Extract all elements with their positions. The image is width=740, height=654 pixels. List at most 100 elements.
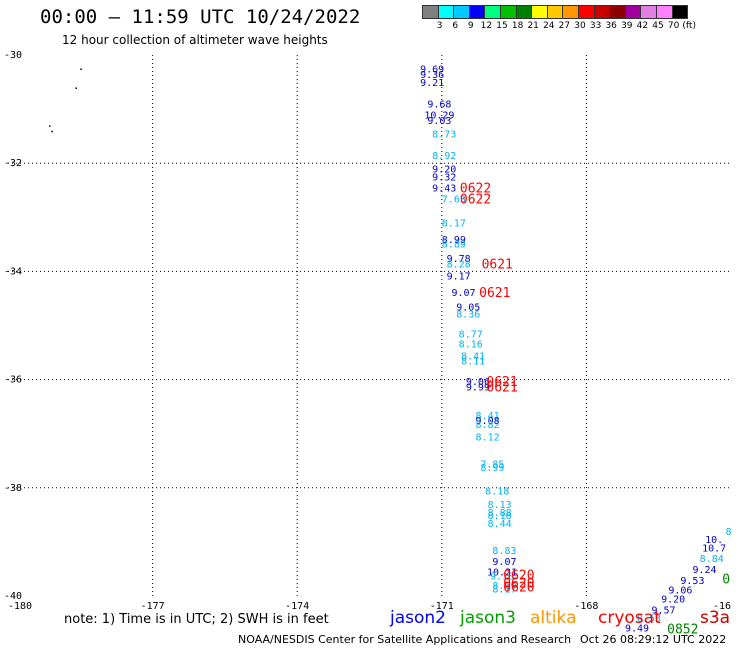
- y-tick-label: -40: [4, 591, 22, 602]
- wave-height-label: 8.36: [456, 310, 480, 321]
- x-tick-label: -16: [713, 601, 731, 612]
- wave-height-label: 8.11: [461, 357, 485, 368]
- colorbar-label: 33: [589, 21, 602, 31]
- x-tick-label: -180: [8, 601, 32, 612]
- chart-title: 00:00 – 11:59 UTC 10/24/2022: [40, 6, 361, 28]
- colorbar-cell: [655, 5, 673, 19]
- time-label: 0622: [460, 192, 491, 207]
- wave-height-label: 9.07: [451, 288, 475, 299]
- wave-height-label: 9.68: [427, 100, 451, 111]
- time-label: 0: [722, 573, 730, 588]
- colorbar-cell: [593, 5, 611, 19]
- wave-height-label: 8.12: [476, 432, 500, 443]
- colorbar-label: 6: [452, 21, 459, 31]
- colorbar-label: 24: [543, 21, 555, 31]
- time-label: 0621: [486, 375, 517, 390]
- wave-height-label: 9.20: [432, 165, 456, 176]
- satellite-legend-cryosat: cryosat: [598, 608, 661, 628]
- colorbar-cell: [484, 5, 501, 19]
- x-tick-label: -171: [430, 601, 454, 612]
- wave-height-label: 8.83: [492, 546, 516, 557]
- wave-height-label: 9.49: [625, 623, 649, 634]
- wave-height-label: 8.99: [480, 463, 504, 474]
- colorbar-label: 3: [436, 21, 443, 31]
- wave-height-label: 9.07: [492, 557, 516, 568]
- land-dot: [80, 68, 82, 71]
- colorbar-cell: [562, 5, 579, 19]
- time-label: 0620: [503, 576, 534, 591]
- wave-height-label: 9.57: [651, 606, 675, 617]
- wave-height-label: 8.16: [488, 511, 512, 522]
- land-dot: [48, 125, 51, 127]
- wave-height-label: 8.53: [637, 614, 661, 625]
- footer-timestamp: Oct 26 08:29:12 UTC 2022: [580, 633, 727, 646]
- wave-height-label: 9.24: [692, 565, 716, 576]
- wave-height-label: 9.10: [490, 571, 514, 582]
- satellite-legend-s3a: s3a: [700, 608, 731, 628]
- wave-height-label: 8.99: [442, 235, 466, 246]
- wave-height-label: 9.17: [447, 272, 471, 283]
- colorbar-cell: [609, 5, 626, 19]
- colorbar-cell: [437, 5, 455, 19]
- colorbar-label: 15: [496, 21, 508, 31]
- colorbar-label: 9: [467, 21, 474, 31]
- colorbar-cell: [577, 5, 595, 19]
- colorbar-cell: [468, 5, 486, 19]
- colorbar-cell: [546, 5, 564, 19]
- wave-height-label: 9.08: [476, 416, 500, 427]
- wave-height-label: 9.78: [447, 254, 471, 265]
- colorbar-cell: [531, 5, 548, 19]
- wave-height-label: 9.03: [427, 116, 451, 127]
- time-label: 0621: [479, 286, 510, 301]
- colorbar-label: (ft): [682, 21, 696, 31]
- wave-height-label: 9.06: [466, 377, 490, 388]
- wave-height-label: 10.29: [424, 111, 454, 122]
- wave-height-label: 9.69: [420, 65, 444, 76]
- colorbar-cell: [499, 5, 517, 19]
- colorbar-cell: [422, 5, 439, 19]
- footer-note: note: 1) Time is in UTC; 2) SWH is in fe…: [64, 612, 329, 627]
- wave-height-label: 9.53: [680, 576, 704, 587]
- colorbar-cell: [624, 5, 642, 19]
- wave-height-label: 8.18: [485, 487, 509, 498]
- colorbar-label: 30: [574, 21, 586, 31]
- time-label: 0620: [503, 568, 534, 583]
- colorbar-label: 39: [621, 21, 633, 31]
- time-label: 0621: [482, 257, 513, 272]
- wave-height-label: 8.41: [461, 351, 485, 362]
- wave-height-label: 10.21: [487, 568, 517, 579]
- colorbar-label: 36: [605, 21, 617, 31]
- wave-height-label: 9.06: [668, 586, 692, 597]
- wave-height-label: 7.85: [480, 459, 504, 470]
- time-label: 0620: [503, 580, 534, 595]
- x-tick-label: -174: [285, 601, 309, 612]
- colorbar-labels: 3 6 9 12 15 18 21 24 27 30 33 36 39 42 45 70 (ft): [422, 21, 740, 33]
- satellite-legend-jason2: jason2: [390, 608, 446, 628]
- colorbar-label: 18: [511, 21, 524, 31]
- colorbar-cell: [515, 5, 533, 19]
- colorbar-cell: [453, 5, 470, 19]
- time-label: 0621: [486, 381, 517, 396]
- y-tick-label: -34: [4, 266, 22, 277]
- wave-height-label: 8.73: [432, 129, 456, 140]
- footer-credit: NOAA/NESDIS Center for Satellite Applica…: [238, 633, 572, 646]
- wave-height-label: 8.28: [447, 259, 471, 270]
- wave-height-label: 8.82: [476, 420, 500, 431]
- colorbar-label: 70: [667, 21, 680, 31]
- wave-height-label: 9.36: [420, 70, 444, 81]
- wave-height-label: 7.63: [442, 194, 466, 205]
- wave-height-label: 9.43: [432, 184, 456, 195]
- land-dot: [51, 130, 53, 133]
- y-tick-label: -30: [4, 50, 22, 61]
- wave-height-label: 8.88: [488, 508, 512, 519]
- wave-height-label: 8.44: [488, 519, 512, 530]
- colorbar-label: 21: [527, 21, 539, 31]
- wave-height-label: 8.13: [488, 500, 512, 511]
- satellite-legend-jason3: jason3: [460, 608, 516, 628]
- wave-height-label: 8: [726, 527, 732, 538]
- wave-height-label: 8.89: [442, 239, 466, 250]
- colorbar-cell: [640, 5, 657, 19]
- x-tick-label: -177: [141, 601, 165, 612]
- wave-height-label: 10.: [705, 535, 723, 546]
